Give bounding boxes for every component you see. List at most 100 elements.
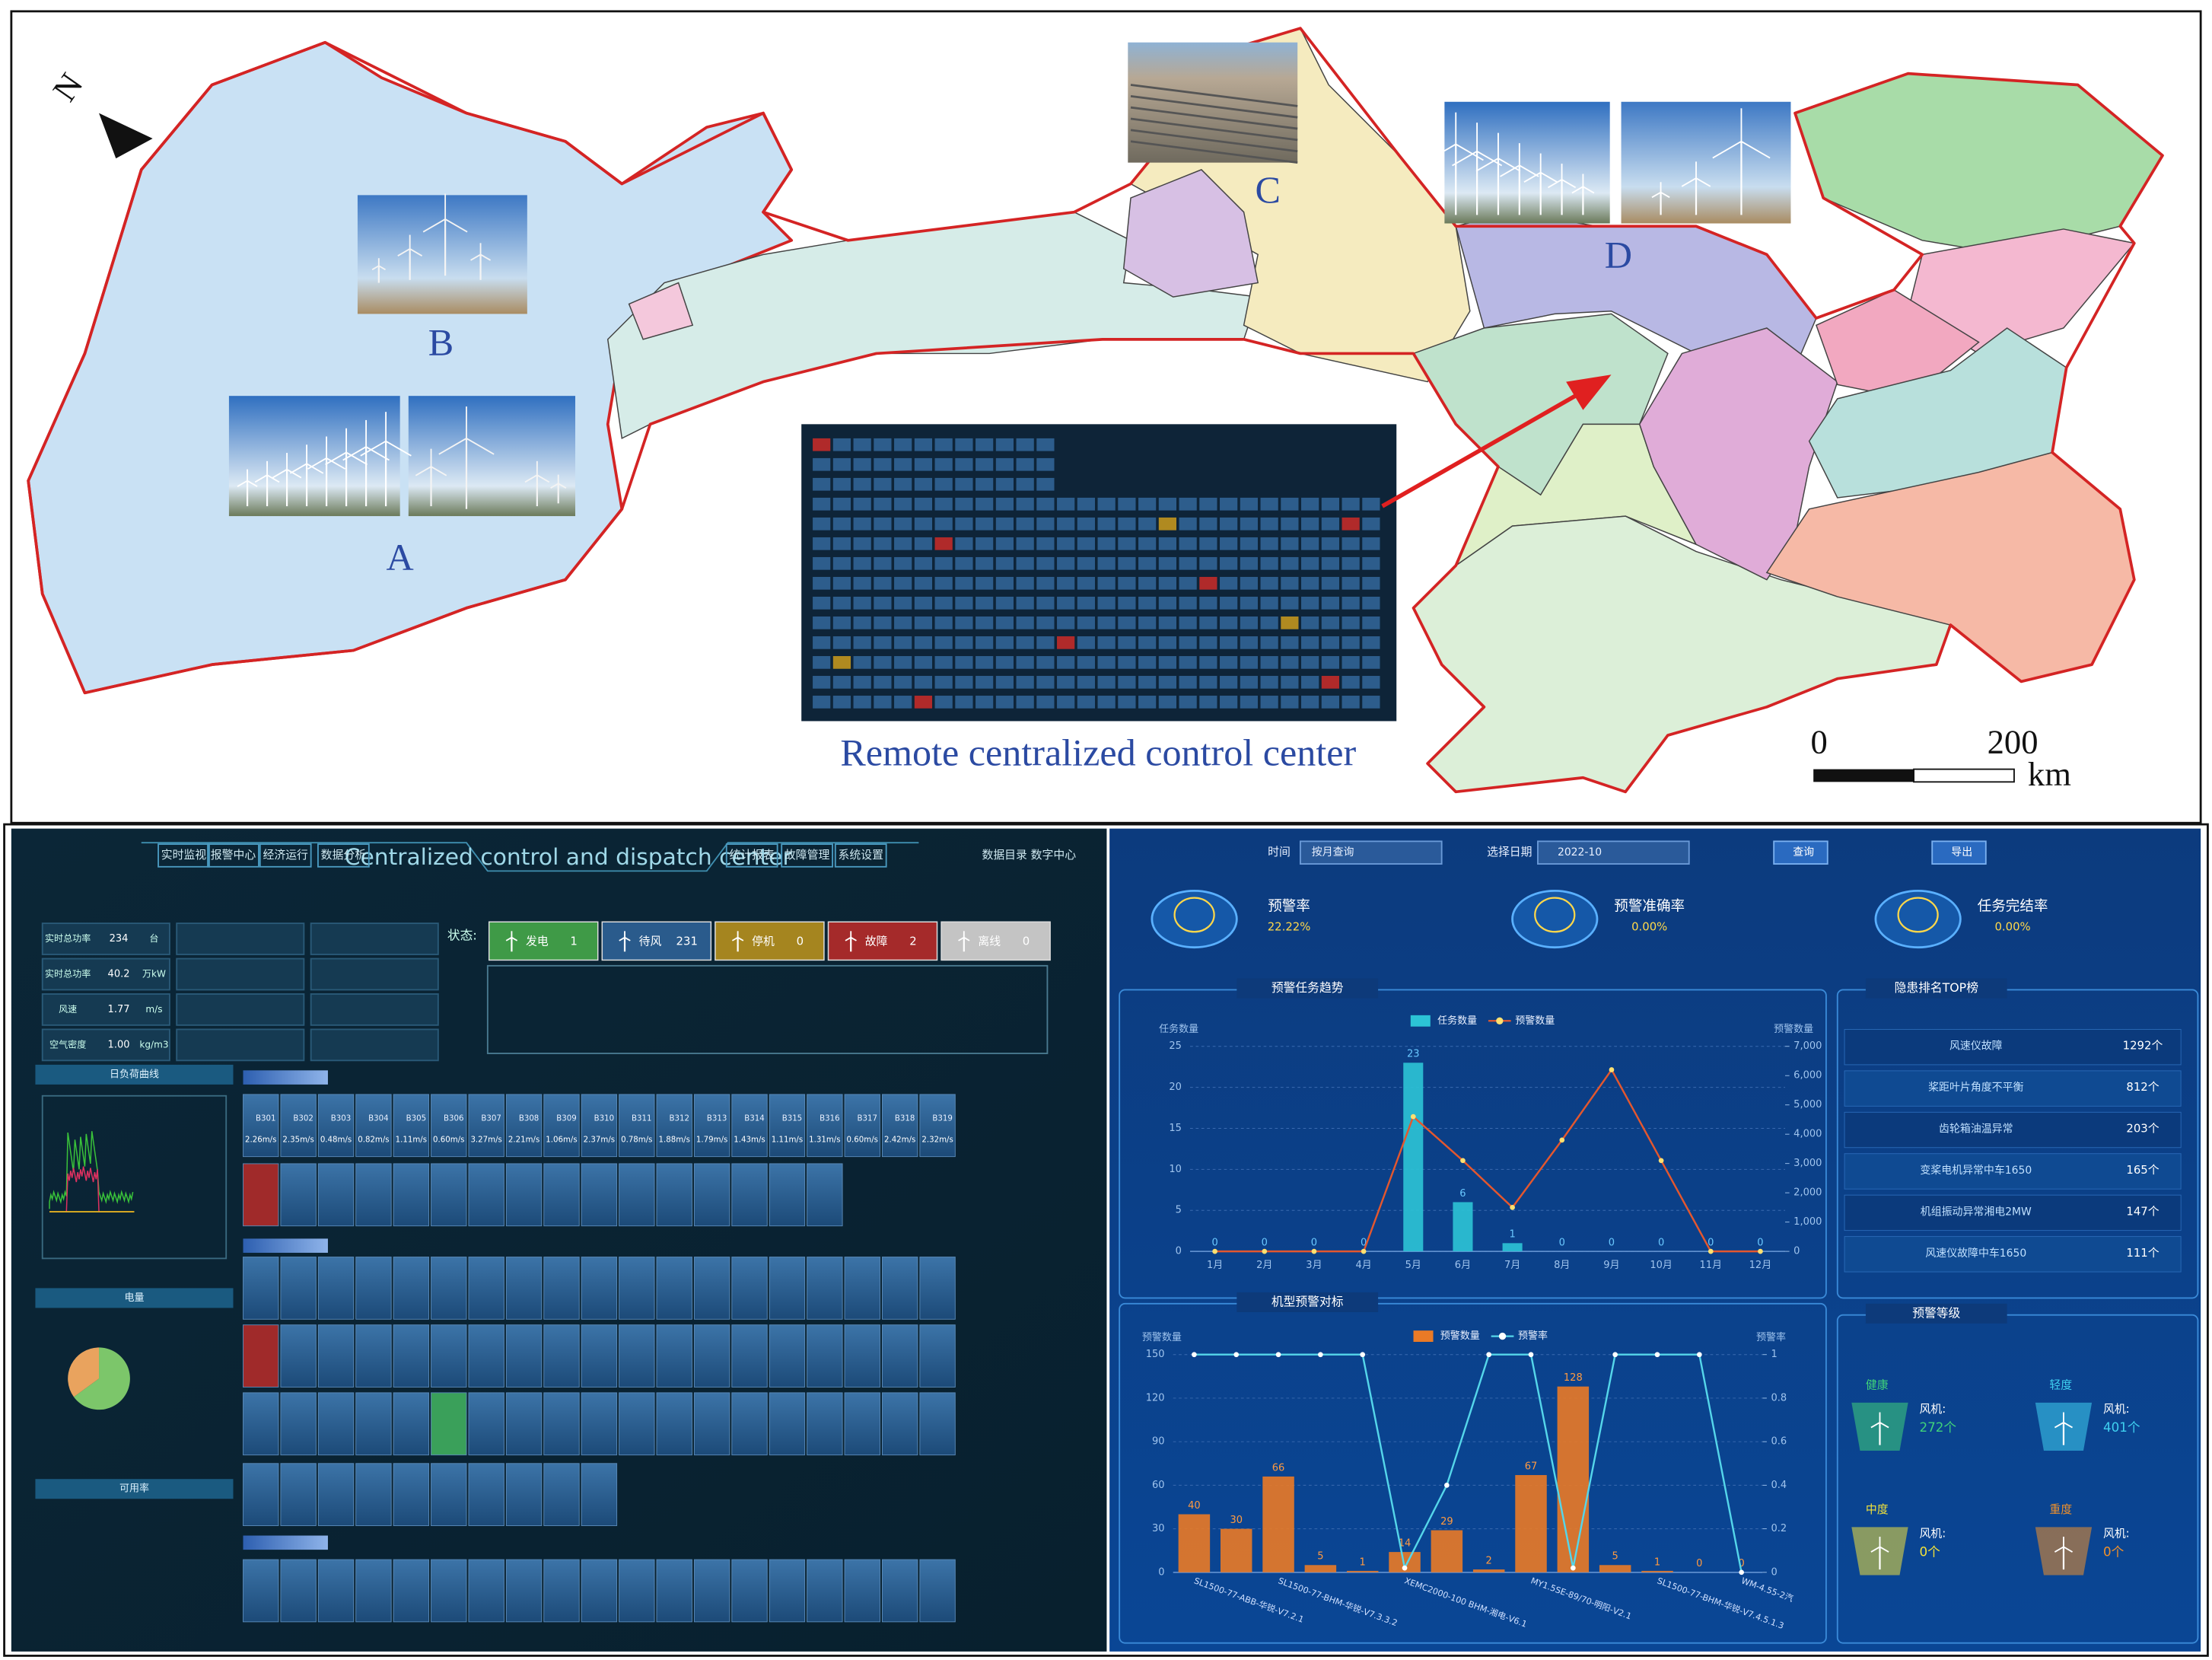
thumbnail-cell: [995, 596, 1014, 610]
y-tick-label: 90: [1152, 1436, 1165, 1448]
turbine-id: B310: [594, 1114, 614, 1123]
turbine-cell: [243, 1463, 279, 1526]
nav-tab[interactable]: [781, 843, 834, 868]
y-tick-label: 30: [1152, 1523, 1165, 1534]
panel-frame: [1836, 989, 2199, 1299]
thumbnail-cell: [1158, 636, 1177, 649]
nav-tab-label: 报警中心: [211, 848, 256, 862]
line-point: [1486, 1352, 1492, 1358]
turbine-cell: [393, 1463, 430, 1526]
nav-tab[interactable]: [317, 843, 370, 868]
line-point: [1609, 1067, 1615, 1072]
bar-value-label: 0: [1739, 1558, 1745, 1569]
thumbnail-cell: [995, 576, 1014, 590]
thumbnail-cell: [813, 457, 831, 471]
thumbnail-cell: [1260, 537, 1278, 550]
thumbnail-cell: [1057, 596, 1075, 610]
bar: [1431, 1530, 1463, 1572]
thumbnail-cell: [1362, 676, 1380, 689]
region-label: D: [1605, 233, 1632, 276]
y2-tick-label: 7,000: [1793, 1040, 1822, 1052]
thumbnail-cell: [894, 676, 912, 689]
thumbnail-cell: [1036, 596, 1055, 610]
select[interactable]: [1299, 840, 1443, 865]
y-tick-label: 25: [1169, 1040, 1182, 1052]
thumbnail-cell: [955, 616, 973, 629]
thumbnail-cell: [1077, 696, 1096, 709]
legend-label: 预警数量: [1515, 1015, 1555, 1027]
turbine-cell: [731, 1163, 768, 1227]
thumbnail-cell: [1240, 576, 1258, 590]
region: [1122, 169, 1259, 298]
line: [1214, 1068, 1761, 1253]
nav-tab[interactable]: [259, 843, 312, 868]
nav-tab[interactable]: [725, 843, 778, 868]
thumbnail-cell: [1179, 596, 1197, 610]
thumbnail-cell: [874, 596, 892, 610]
thumbnail-cell: [1301, 556, 1319, 570]
turbine-cell: [543, 1463, 580, 1526]
thumbnail-cell: [1077, 537, 1096, 550]
thumbnail-cell: [894, 537, 912, 550]
turbine-icon: [397, 248, 411, 256]
thumbnail-cell: [1220, 556, 1238, 570]
thumbnail-cell: [894, 596, 912, 610]
thumbnail-cell: [832, 655, 851, 669]
level-count: 0个: [2103, 1544, 2124, 1559]
thumbnail-cell: [1057, 676, 1075, 689]
list-count: 147个: [2126, 1204, 2159, 1218]
thumbnail-cell: [1281, 616, 1299, 629]
thumbnail-cell: [832, 676, 851, 689]
thumbnail-cell: [995, 556, 1014, 570]
thumbnail-cell: [914, 676, 933, 689]
status-name: 离线: [978, 934, 1001, 948]
thumbnail-cell: [1036, 576, 1055, 590]
turbine-icon: [438, 438, 467, 455]
info-label: 风速: [59, 1004, 77, 1015]
turbine-cell: [543, 1257, 580, 1320]
y-tick-label: 5: [1176, 1205, 1182, 1216]
turbine-cell: [393, 1392, 430, 1456]
line-point: [1410, 1114, 1416, 1120]
thumbnail-cell: [1220, 596, 1238, 610]
thumbnail-cell: [1158, 616, 1177, 629]
info-unit: 万kW: [142, 968, 166, 979]
thumbnail-cell: [1057, 696, 1075, 709]
thumbnail-cell: [1321, 655, 1339, 669]
thumbnail-cell: [1362, 537, 1380, 550]
turbine-id: B315: [782, 1114, 802, 1123]
list-count: 1292个: [2123, 1039, 2163, 1053]
turbine-cell: [431, 1392, 467, 1456]
thumbnail-cell: [1321, 497, 1339, 511]
nav-tab[interactable]: [158, 843, 210, 868]
turbine-icon: [1523, 171, 1542, 183]
thumbnail-cell: [1342, 556, 1360, 570]
thumbnail-cell: [1158, 596, 1177, 610]
search-button[interactable]: [1773, 840, 1828, 865]
thumbnail-cell: [1097, 497, 1116, 511]
info-cell: [41, 922, 170, 955]
nav-tab-label: 数据分析: [321, 848, 367, 862]
thumbnail-cell: [1138, 497, 1157, 511]
nav-tab[interactable]: [207, 843, 259, 868]
turbine-cell: [355, 1257, 392, 1320]
nav-tab[interactable]: [834, 843, 887, 868]
panel-title-bg: [1236, 1292, 1379, 1312]
thumbnail-cell: [832, 457, 851, 471]
thumbnail-cell: [1016, 655, 1034, 669]
load-chart-area: [41, 1094, 228, 1260]
turbine-cell: [317, 1463, 355, 1526]
bar-value-label: 0: [1311, 1237, 1317, 1248]
date-input[interactable]: [1537, 840, 1690, 865]
thumbnail-cell: [1138, 537, 1157, 550]
thumbnail-cell: [1281, 556, 1299, 570]
photo: [408, 396, 576, 517]
bar-value-label: 0: [1211, 1237, 1217, 1248]
export-button[interactable]: [1931, 840, 1987, 865]
kpi-icon: [1534, 897, 1576, 933]
line: [1194, 1353, 1743, 1573]
turbine-cell: [355, 1324, 392, 1388]
thumbnail-cell: [832, 636, 851, 649]
turbine-cell: [505, 1559, 543, 1623]
thumbnail-cell: [995, 438, 1014, 451]
